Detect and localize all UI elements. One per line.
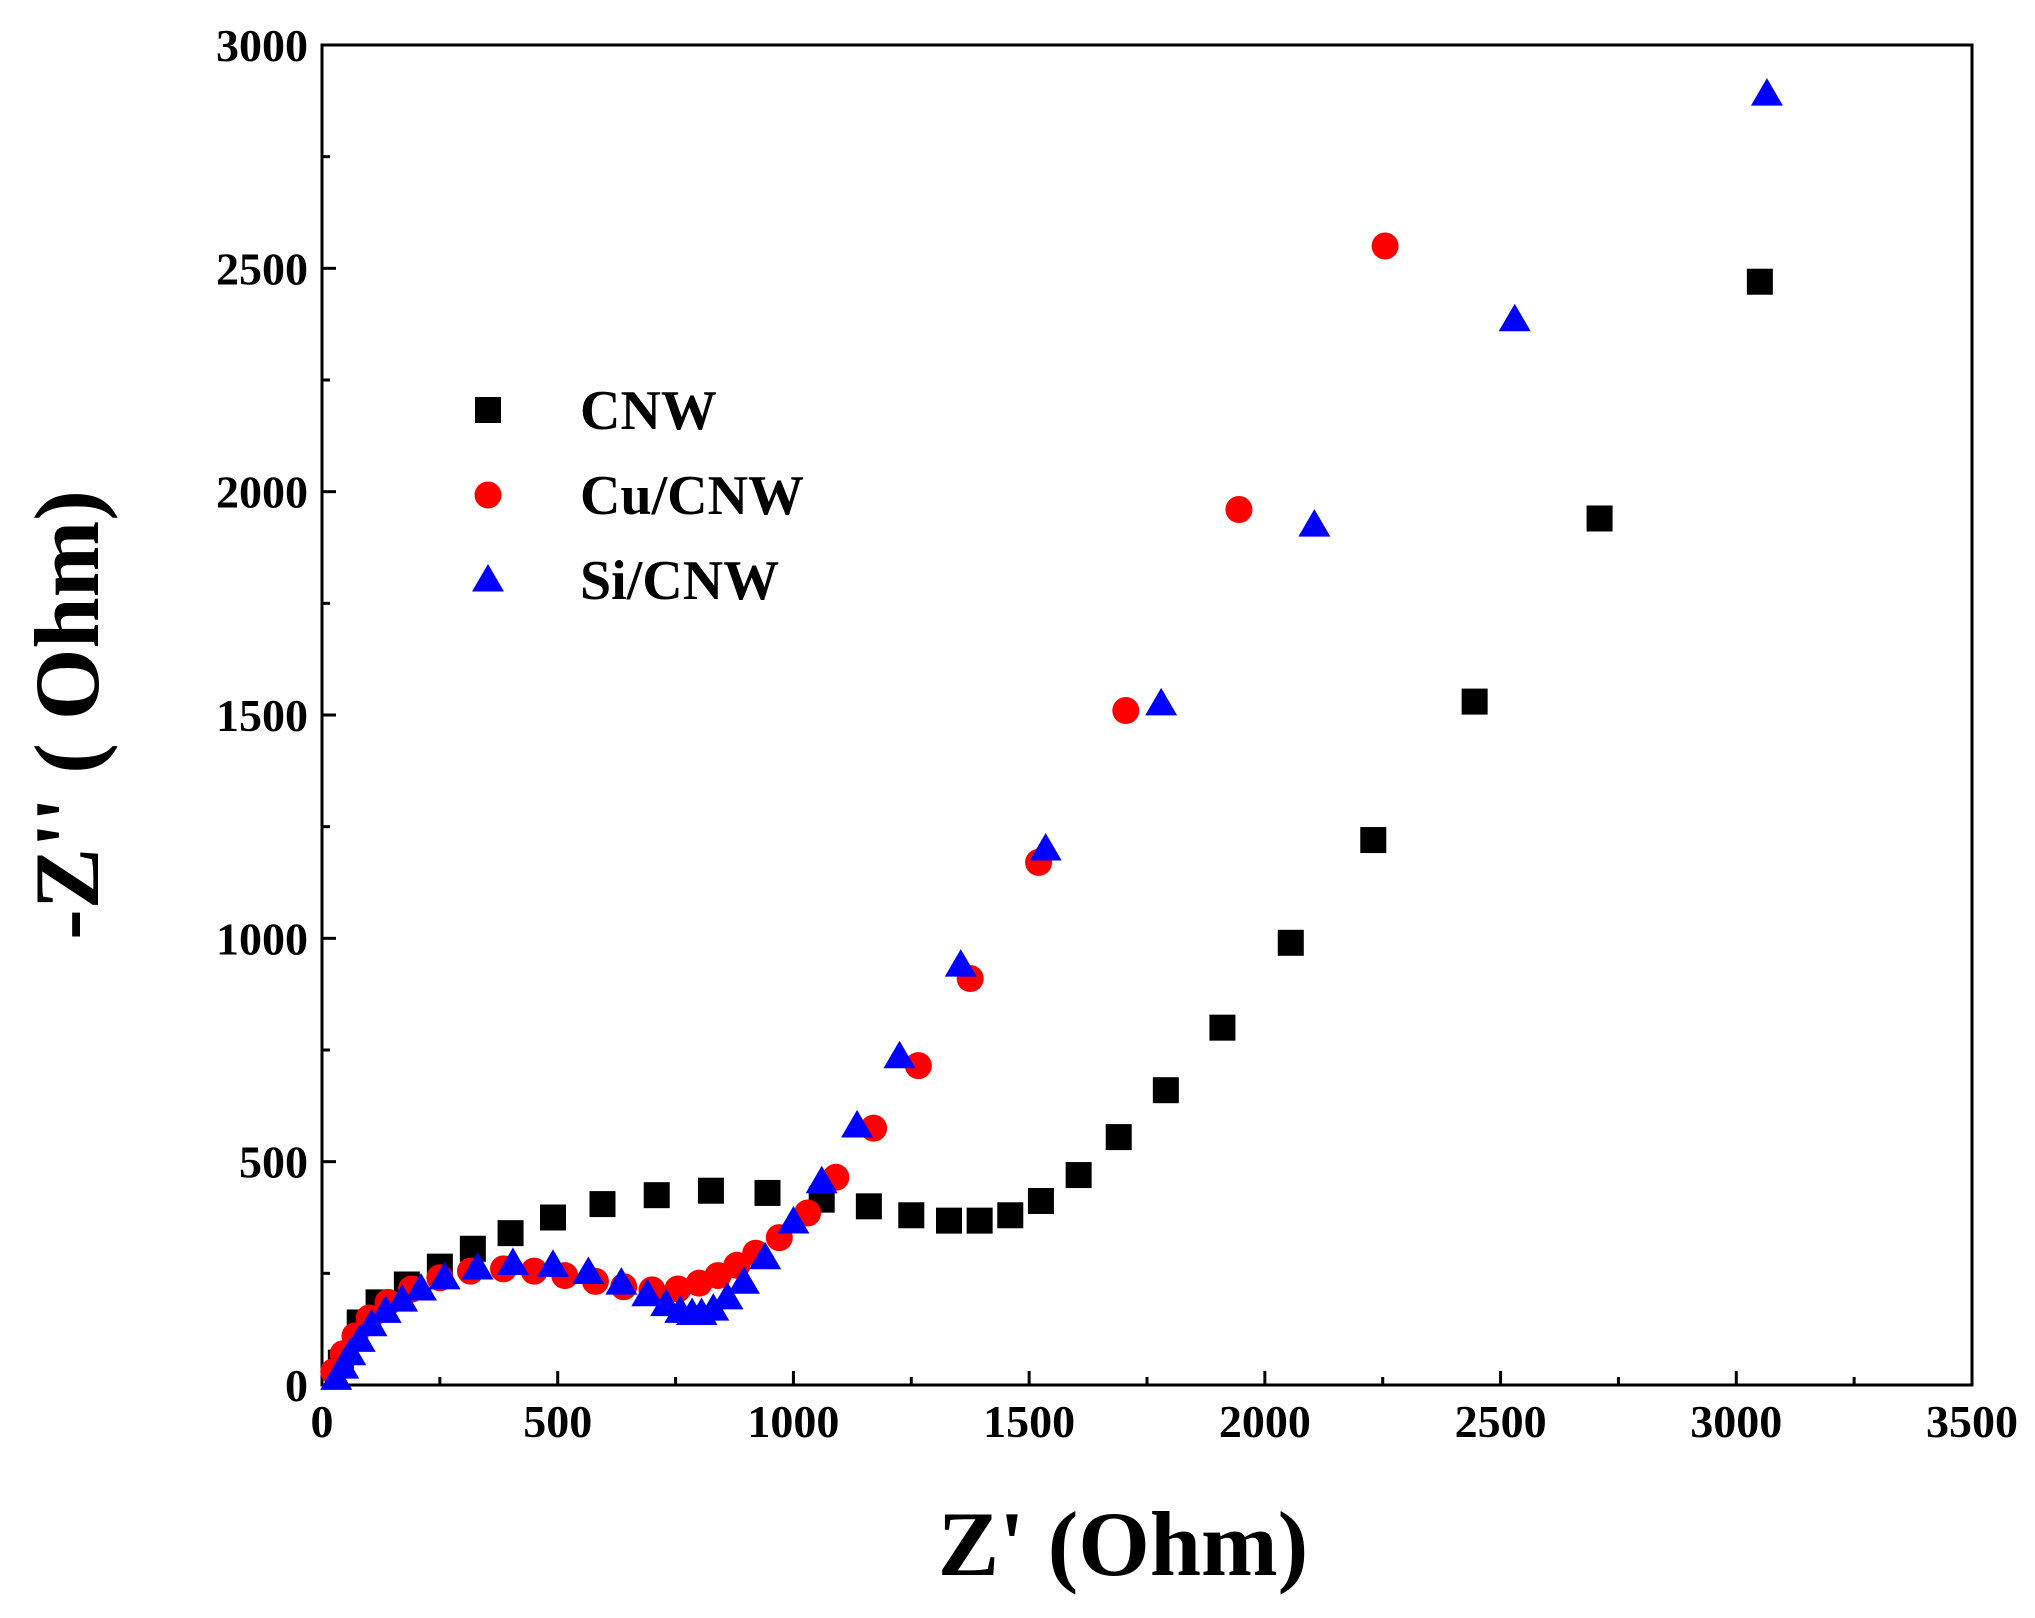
data-point: [1277, 929, 1304, 956]
data-point: [537, 1249, 569, 1277]
data-point: [805, 1165, 838, 1194]
y-tick-label: 2000: [216, 467, 308, 518]
data-point: [1225, 496, 1253, 524]
data-point: [1209, 1014, 1236, 1041]
data-point: [1750, 78, 1783, 106]
data-point: [496, 1247, 529, 1276]
y-tick-label: 1500: [216, 690, 308, 741]
legend: CNW Cu/CNW Si/CNW: [472, 380, 804, 612]
data-series: [320, 78, 1783, 1390]
y-tick-label: 0: [285, 1360, 308, 1411]
data-point: [936, 1207, 962, 1234]
data-point: [1586, 505, 1613, 532]
data-point: [497, 1220, 524, 1247]
y-axis-ticks: 0 500 1000 1500 2000 2500 3000: [216, 20, 336, 1411]
data-point: [883, 1040, 916, 1069]
data-point: [944, 949, 977, 977]
legend-label: CNW: [580, 380, 717, 442]
y-tick-label: 3000: [216, 20, 308, 71]
data-point: [997, 1202, 1024, 1229]
y-tick-label: 500: [239, 1137, 308, 1188]
data-point: [1360, 827, 1387, 854]
x-tick-label: 0: [311, 1396, 334, 1447]
data-point: [459, 1235, 486, 1262]
data-point: [540, 1204, 566, 1231]
x-tick-label: 1000: [747, 1396, 839, 1447]
data-point: [904, 1052, 932, 1080]
data-point: [1029, 833, 1062, 861]
x-tick-label: 3000: [1690, 1396, 1782, 1447]
data-point: [631, 1278, 664, 1307]
data-point: [369, 1295, 402, 1323]
data-point: [841, 1109, 874, 1138]
legend-label: Si/CNW: [580, 550, 779, 612]
y-axis-label: -Z'' ( Ohm): [16, 490, 118, 940]
data-point: [343, 1324, 376, 1352]
data-point: [1027, 1187, 1054, 1214]
data-point: [589, 1191, 616, 1218]
data-point: [386, 1284, 419, 1312]
data-point: [1371, 232, 1399, 260]
data-point: [643, 1182, 670, 1209]
data-point: [1145, 687, 1178, 716]
legend-marker: [472, 564, 504, 592]
data-point: [520, 1257, 548, 1285]
data-point: [664, 1275, 692, 1303]
x-axis-ticks: 0 500 1000 1500 2000 2500 3000 3500: [311, 1371, 2018, 1447]
data-point: [898, 1202, 925, 1229]
data-point: [855, 1193, 882, 1220]
data-point: [1746, 268, 1773, 295]
data-point: [428, 1261, 461, 1290]
data-point: [1152, 1077, 1179, 1104]
series-si-cnw: [320, 78, 1783, 1390]
data-point: [1065, 1162, 1092, 1189]
data-point: [727, 1266, 760, 1294]
data-point: [1112, 697, 1140, 725]
x-axis-label: Z' (Ohm): [938, 1493, 1309, 1595]
data-point: [711, 1281, 744, 1310]
data-point: [1498, 303, 1531, 332]
data-point: [1105, 1124, 1132, 1151]
x-tick-label: 3500: [1926, 1396, 2018, 1447]
data-point: [777, 1205, 810, 1234]
data-point: [697, 1177, 724, 1204]
data-point: [1461, 688, 1488, 715]
x-tick-label: 1500: [983, 1396, 1075, 1447]
legend-marker: [474, 481, 502, 509]
x-tick-label: 2000: [1219, 1396, 1311, 1447]
x-tick-label: 500: [523, 1396, 592, 1447]
data-point: [754, 1179, 781, 1206]
data-point: [605, 1267, 638, 1295]
y-tick-label: 2500: [216, 243, 308, 294]
data-point: [749, 1241, 782, 1270]
legend-marker: [475, 397, 501, 423]
data-point: [572, 1256, 605, 1284]
y-tick-label: 1000: [216, 913, 308, 964]
data-point: [1298, 509, 1331, 537]
data-point: [461, 1251, 494, 1280]
data-point: [405, 1272, 437, 1301]
data-point: [966, 1207, 993, 1234]
legend-label: Cu/CNW: [580, 465, 804, 527]
x-tick-label: 2500: [1455, 1396, 1547, 1447]
